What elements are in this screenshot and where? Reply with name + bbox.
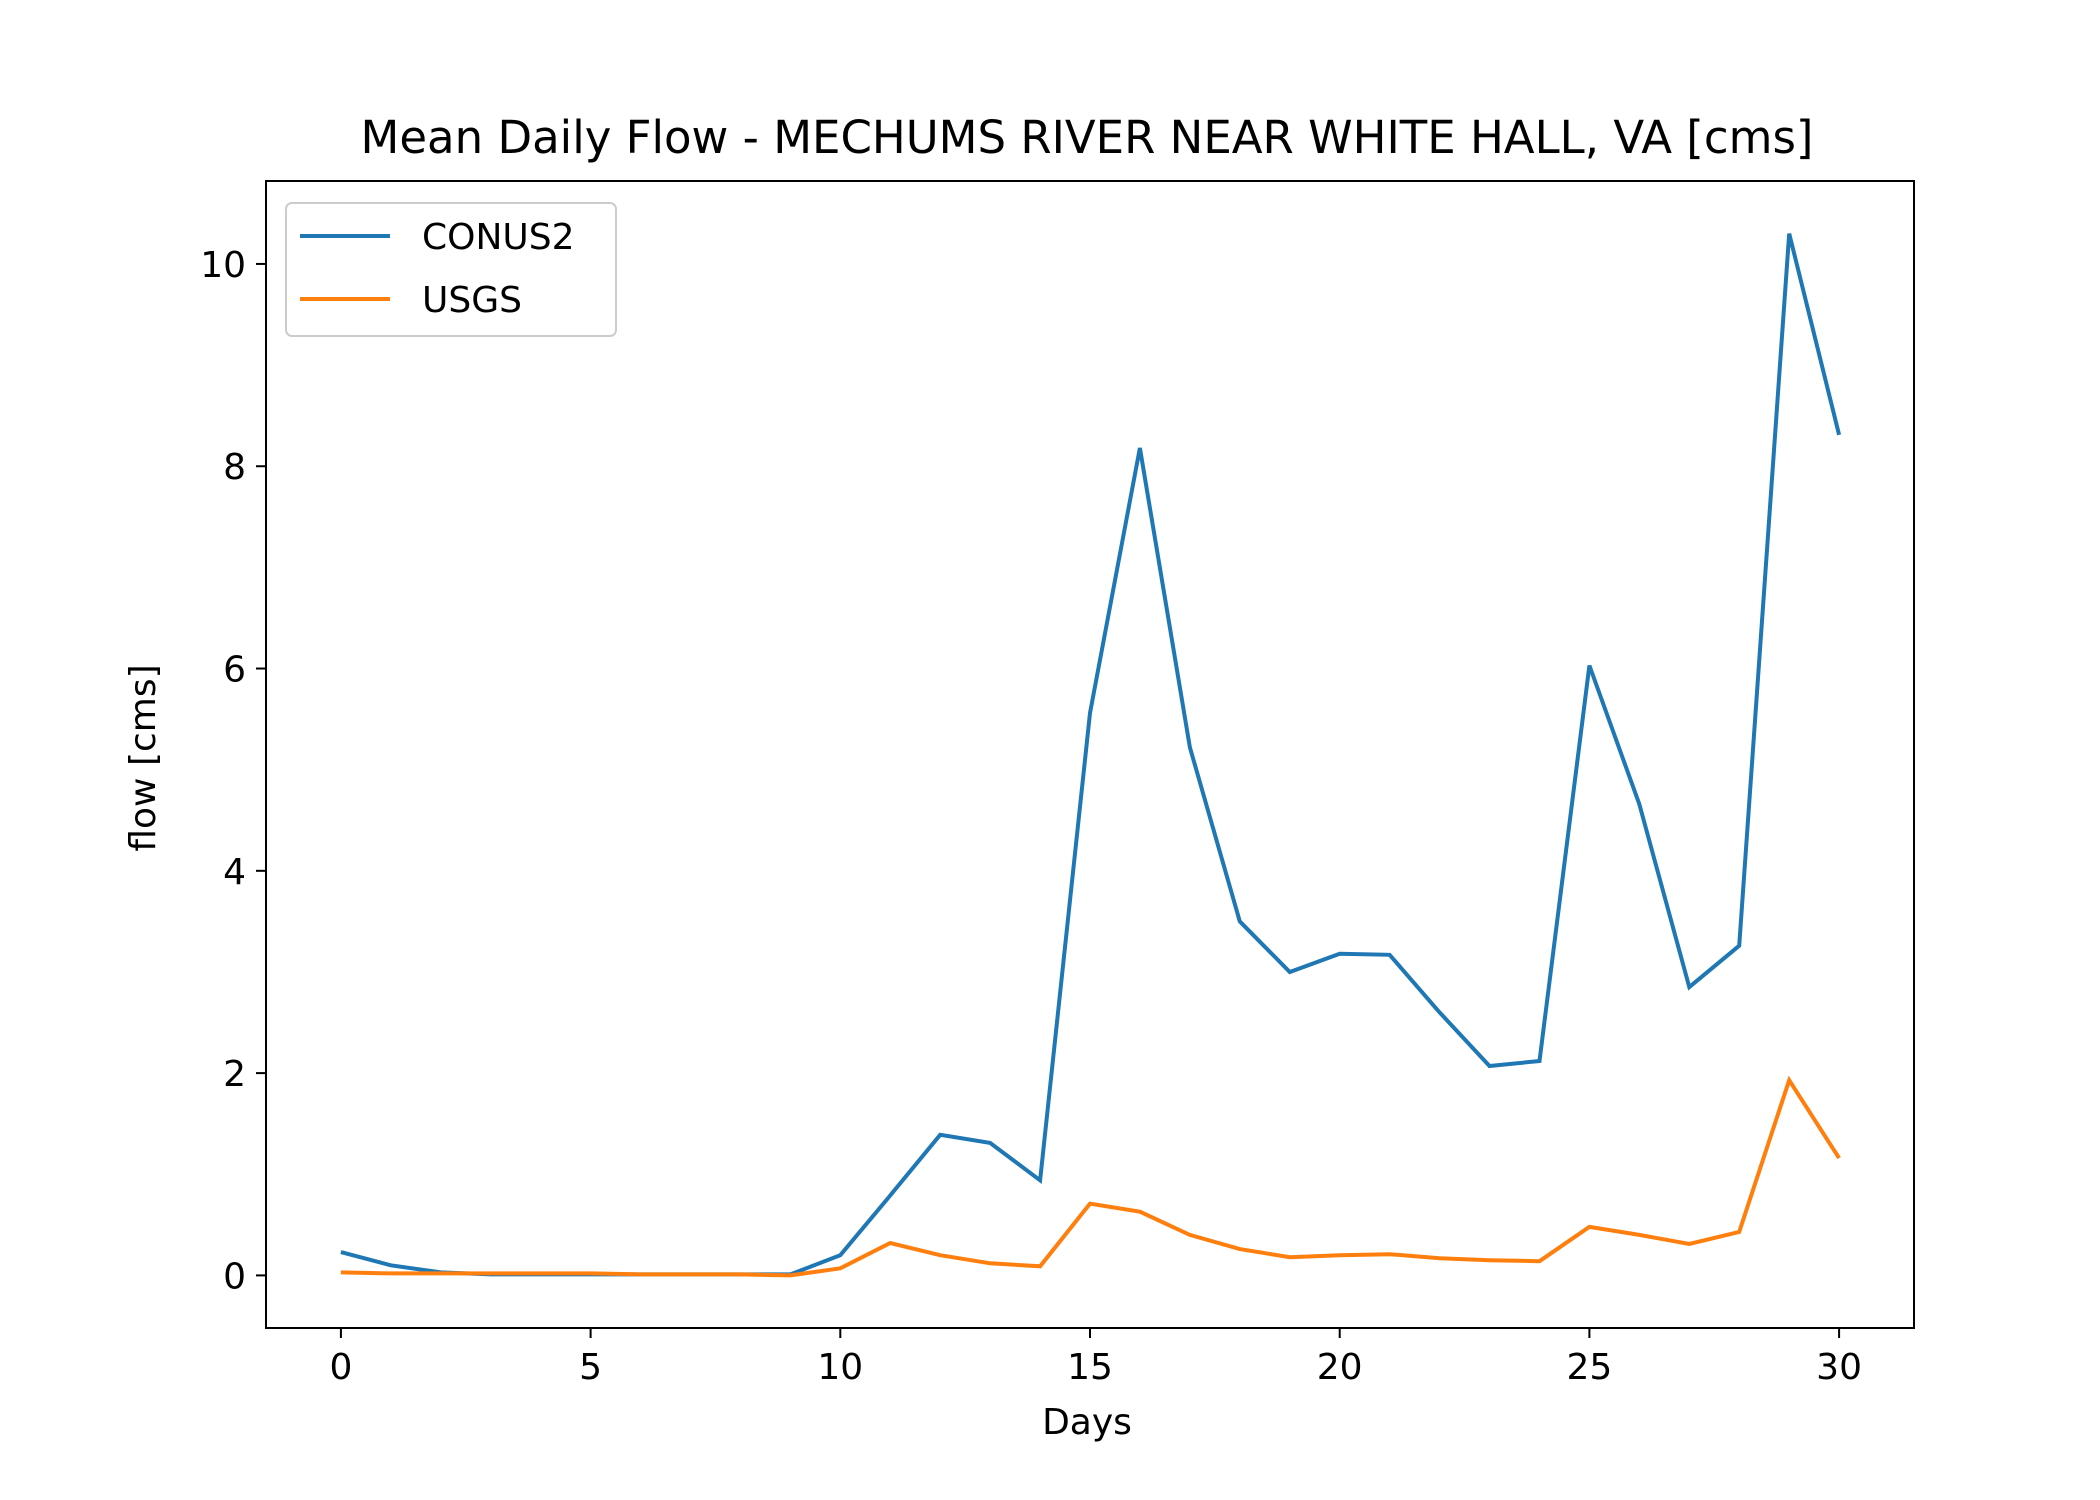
y-axis-label: flow [cms]	[123, 664, 164, 851]
axes-frame	[265, 180, 1915, 1329]
x-tick-label: 30	[1816, 1347, 1862, 1388]
y-tick-label: 6	[223, 650, 246, 691]
plot-area: 0 5 10 15 20 25 30 0 2 4 6 8 10	[200, 180, 1915, 1388]
legend-label-conus2: CONUS2	[422, 217, 575, 258]
y-tick-label: 4	[223, 852, 246, 893]
y-tick-label: 10	[200, 245, 246, 286]
y-tick-label: 2	[223, 1054, 246, 1095]
x-tick-label: 25	[1566, 1347, 1612, 1388]
y-tick-label: 0	[223, 1256, 246, 1297]
x-tick-label: 20	[1317, 1347, 1363, 1388]
x-tick-label: 10	[817, 1347, 863, 1388]
x-axis-label: Days	[1042, 1402, 1132, 1443]
x-tick-label: 5	[579, 1347, 602, 1388]
y-tick-label: 8	[223, 447, 246, 488]
legend-label-usgs: USGS	[422, 280, 522, 321]
legend: CONUS2 USGS	[285, 202, 617, 337]
x-tick-label: 15	[1067, 1347, 1113, 1388]
series-line-conus2	[340, 233, 1842, 1277]
x-tick-label: 0	[329, 1347, 352, 1388]
series-line-usgs	[340, 1075, 1841, 1278]
chart-title: Mean Daily Flow - MECHUMS RIVER NEAR WHI…	[361, 111, 1814, 164]
